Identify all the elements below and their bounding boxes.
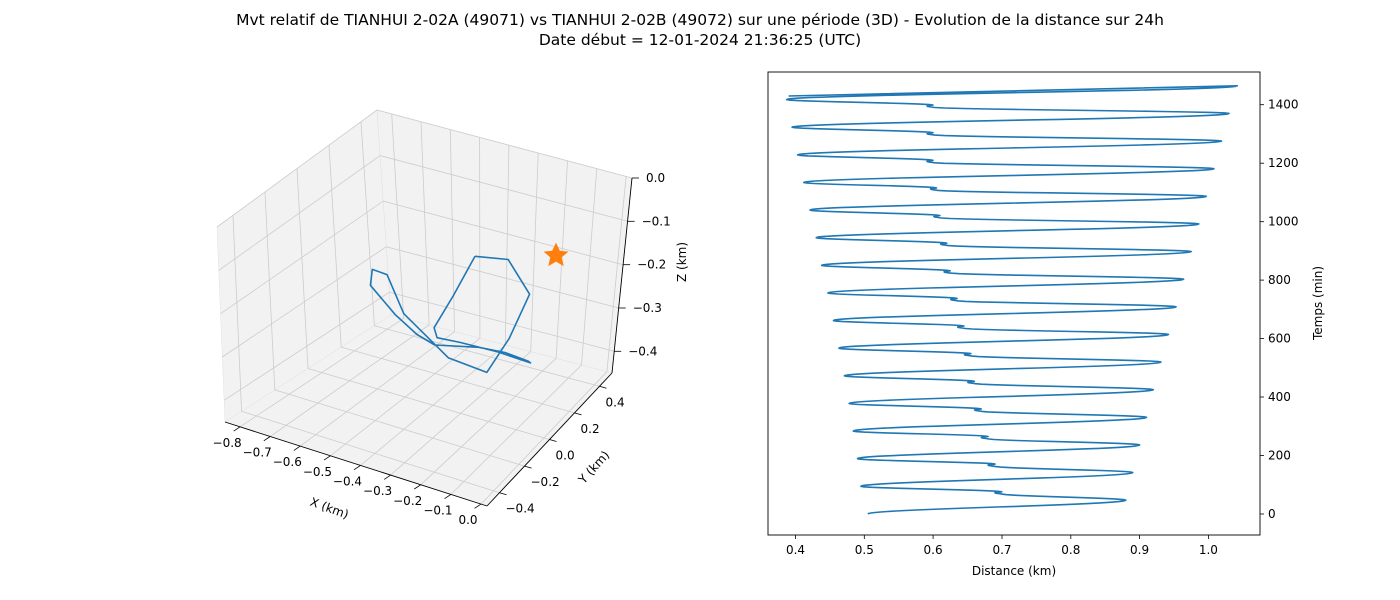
chart-distance-vs-time: 0.4 0.5 0.6 0.7 0.8 0.9 1.0 0 200 400 600 800 1000 1… xyxy=(767,71,1325,578)
grid-line xyxy=(376,109,633,179)
grid-line xyxy=(530,152,539,352)
y-axis-label: Y (km) xyxy=(575,448,612,487)
x-tick-label: 0.0 xyxy=(458,513,477,527)
series-trajectory xyxy=(369,255,532,374)
x-tick-label: 0.6 xyxy=(924,543,943,557)
x-tick-mark xyxy=(293,445,301,451)
x-axis-label-distance: Distance (km) xyxy=(972,564,1056,578)
x-axis-label: X (km) xyxy=(308,495,350,522)
grid-line xyxy=(296,168,309,369)
y-tick-mark xyxy=(549,439,557,442)
grid-line xyxy=(307,368,550,440)
y-axis-ticks: 0 200 400 600 800 1000 1200 1400 xyxy=(1260,98,1299,521)
series-distance xyxy=(785,85,1239,515)
z-axis-label: Z (km) xyxy=(675,242,689,282)
z-tick-label: −0.4 xyxy=(628,344,657,358)
y-tick-mark xyxy=(499,492,507,496)
y-tick-label: −0.2 xyxy=(531,475,560,489)
x-tick-mark xyxy=(233,426,241,432)
grid-line xyxy=(341,346,575,414)
y-tick-label: 800 xyxy=(1268,273,1291,287)
y-tick-label: 0.2 xyxy=(581,422,600,436)
x-tick-mark xyxy=(414,484,421,490)
x-tick-label: 0.9 xyxy=(1130,543,1149,557)
grid-line xyxy=(218,155,381,271)
grid-line xyxy=(220,200,384,315)
y-axis-label-time: Temps (min) xyxy=(1311,266,1325,341)
ticks-3d: −0.8−0.7−0.6−0.5−0.4−0.3−0.2−0.10.0−0.4−… xyxy=(213,171,671,527)
y-tick-label: 1400 xyxy=(1268,98,1299,112)
grid-line xyxy=(264,191,276,390)
x-tick-label: −0.8 xyxy=(213,436,242,450)
y-tick-mark xyxy=(524,465,532,469)
grid-line xyxy=(391,113,405,319)
grid-line xyxy=(232,215,242,412)
grid-line xyxy=(386,246,619,309)
grid-line xyxy=(581,168,598,366)
x-tick-mark xyxy=(444,494,452,500)
y-tick-label: 0 xyxy=(1268,507,1276,521)
x-tick-mark xyxy=(474,503,482,509)
x-tick-label: 0.8 xyxy=(1061,543,1080,557)
grid-line xyxy=(374,325,600,387)
x-tick-label: −0.7 xyxy=(243,446,272,460)
x-tick-label: −0.2 xyxy=(393,494,422,508)
y-tick-label: 1000 xyxy=(1268,215,1299,229)
x-tick-mark xyxy=(353,465,361,471)
grid-line xyxy=(223,291,390,401)
grid-line xyxy=(241,410,500,494)
grid-line xyxy=(420,121,430,326)
grid-line xyxy=(379,155,628,222)
grid-line xyxy=(504,145,510,346)
grid-line xyxy=(328,145,342,348)
grid-line xyxy=(606,176,627,372)
y-tick-label: 400 xyxy=(1268,390,1291,404)
grid-3d xyxy=(216,109,633,505)
x-tick-label: 0.4 xyxy=(786,543,805,557)
star-marker xyxy=(543,242,569,267)
y-tick-label: −0.4 xyxy=(506,502,535,516)
axis-line xyxy=(224,421,488,507)
axis-line xyxy=(611,177,633,374)
y-tick-label: 600 xyxy=(1268,332,1291,346)
figure-title: Mvt relatif de TIANHUI 2-02A (49071) vs … xyxy=(236,11,1164,29)
x-tick-label: −0.4 xyxy=(333,474,362,488)
grid-line xyxy=(389,291,615,352)
x-tick-label: −0.1 xyxy=(423,503,452,517)
z-tick-label: −0.1 xyxy=(642,214,671,228)
z-tick-label: −0.3 xyxy=(633,301,662,315)
y-tick-label: 0.4 xyxy=(606,395,625,409)
x-axis-ticks: 0.4 0.5 0.6 0.7 0.8 0.9 1.0 xyxy=(786,535,1218,557)
x-tick-label: −0.5 xyxy=(303,465,332,479)
y-tick-label: 200 xyxy=(1268,449,1291,463)
x-tick-label: −0.6 xyxy=(273,455,302,469)
grid-line xyxy=(222,246,387,358)
x-tick-label: −0.3 xyxy=(363,484,392,498)
y-tick-label: 0.0 xyxy=(556,449,575,463)
y-tick-label: 1200 xyxy=(1268,156,1299,170)
grid-line xyxy=(216,109,378,228)
grid-line xyxy=(383,200,624,266)
chart-3d-trajectory: −0.8−0.7−0.6−0.5−0.4−0.3−0.2−0.10.0−0.4−… xyxy=(213,109,689,527)
x-tick-label: 1.0 xyxy=(1199,543,1218,557)
y-tick-mark xyxy=(599,385,607,389)
x-tick-mark xyxy=(263,436,271,442)
grid-line xyxy=(449,129,455,332)
x-tick-label: 0.7 xyxy=(992,543,1011,557)
grid-line xyxy=(274,389,525,467)
x-tick-mark xyxy=(323,455,331,461)
y-tick-mark xyxy=(574,412,582,416)
z-tick-label: 0.0 xyxy=(646,171,665,185)
grid-line xyxy=(360,121,375,326)
z-tick-label: −0.2 xyxy=(637,258,666,272)
x-tick-mark xyxy=(383,474,391,480)
x-tick-label: 0.5 xyxy=(855,543,874,557)
figure-subtitle: Date début = 12-01-2024 21:36:25 (UTC) xyxy=(538,31,862,49)
plot-area xyxy=(767,71,1261,536)
